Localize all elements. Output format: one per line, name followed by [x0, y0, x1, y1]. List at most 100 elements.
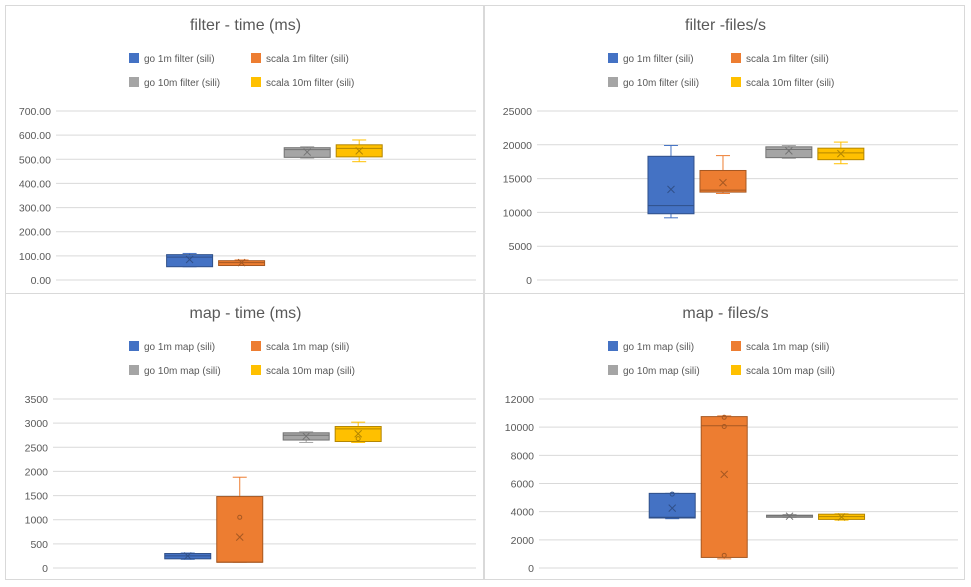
legend-label: go 1m filter (sili) [144, 54, 215, 65]
mean-marker [303, 148, 312, 156]
box-scala1m [218, 258, 266, 267]
chart-title: map - time (ms) [190, 305, 302, 322]
chart-panel: map - time (ms) go 1m map (sili) scala 1m … [5, 293, 484, 580]
box-iqr [765, 146, 813, 159]
y-tick-label: 3000 [25, 418, 49, 430]
legend-swatch [731, 365, 741, 375]
y-tick-label: 2000 [511, 535, 535, 547]
data-point [669, 491, 675, 497]
y-tick-label: 3500 [25, 394, 49, 406]
mean-marker [785, 147, 793, 155]
mean-marker [785, 512, 794, 521]
box-go10m [283, 146, 331, 159]
y-tick-label: 1000 [25, 515, 49, 527]
box-go1m [647, 144, 695, 219]
box-go1m [648, 491, 696, 520]
chart-panel: filter -files/s go 1m filter (sili) scala … [484, 5, 965, 294]
legend-swatch [731, 341, 741, 351]
legend-swatch [608, 53, 618, 63]
legend-label: scala 10m filter (sili) [746, 78, 834, 89]
legend-label: scala 1m map (sili) [266, 342, 349, 353]
legend-label: scala 10m map (sili) [266, 366, 355, 377]
legend-label: go 1m filter (sili) [623, 54, 694, 65]
y-tick-label: 5000 [509, 241, 533, 253]
y-tick-label: 2000 [25, 466, 49, 478]
legend-swatch [608, 77, 618, 87]
mean-marker [183, 552, 192, 560]
mean-marker [302, 432, 311, 441]
y-tick-label: 0 [42, 563, 48, 575]
y-tick-label: 300.00 [19, 203, 51, 215]
box-scala10m [818, 513, 866, 521]
legend-swatch [129, 77, 139, 87]
y-tick-label: 20000 [503, 140, 532, 152]
legend-swatch [608, 341, 618, 351]
mean-marker [837, 513, 846, 521]
y-tick-label: 100.00 [19, 251, 51, 263]
y-tick-label: 4000 [511, 507, 535, 519]
box-go10m [765, 144, 813, 159]
chart-svg: map - time (ms) go 1m map (sili) scala 1m … [25, 305, 476, 575]
chart-panel: filter - time (ms) go 1m filter (sili) sca… [5, 5, 484, 294]
chart-panel: map - files/s go 1m map (sili) scala 1m ma… [484, 293, 965, 580]
data-point [355, 436, 361, 442]
legend-label: scala 10m filter (sili) [266, 78, 354, 89]
legend-label: scala 10m map (sili) [746, 366, 835, 377]
mean-marker [668, 504, 677, 512]
chart-svg: filter - time (ms) go 1m filter (sili) sca… [19, 17, 476, 287]
y-tick-label: 0.00 [31, 275, 52, 287]
y-tick-label: 700.00 [19, 106, 51, 118]
box-iqr [647, 155, 695, 215]
mean-marker [355, 146, 364, 155]
legend-swatch [608, 365, 618, 375]
legend-swatch [731, 77, 741, 87]
legend-label: go 10m filter (sili) [144, 78, 220, 89]
chart-title: filter -files/s [685, 17, 766, 34]
chart-title: map - files/s [682, 305, 768, 322]
y-tick-label: 600.00 [19, 130, 51, 142]
box-iqr [700, 416, 748, 558]
mean-marker [185, 255, 194, 264]
y-tick-label: 400.00 [19, 178, 51, 190]
chart-svg: filter -files/s go 1m filter (sili) scala … [503, 17, 958, 287]
box-scala10m [817, 141, 865, 165]
data-point [721, 414, 727, 420]
legend-swatch [129, 341, 139, 351]
legend-label: scala 1m filter (sili) [746, 54, 829, 65]
data-point [237, 514, 243, 520]
legend-swatch [251, 77, 261, 87]
box-scala1m [216, 476, 264, 563]
legend-label: go 10m map (sili) [623, 366, 700, 377]
box-iqr [699, 169, 747, 193]
y-tick-label: 6000 [511, 479, 535, 491]
y-tick-label: 10000 [505, 422, 534, 434]
y-tick-label: 500 [30, 539, 48, 551]
box-iqr [216, 496, 264, 563]
mean-marker [837, 149, 845, 158]
y-tick-label: 200.00 [19, 227, 51, 239]
box-iqr [648, 492, 696, 519]
y-tick-label: 15000 [503, 174, 532, 186]
box-scala1m [700, 414, 748, 560]
box-go10m [282, 431, 330, 443]
legend-swatch [129, 53, 139, 63]
mean-marker [235, 533, 244, 541]
y-tick-label: 25000 [503, 106, 532, 118]
mean-marker [237, 258, 246, 267]
legend-label: go 10m filter (sili) [623, 78, 699, 89]
legend-label: go 1m map (sili) [623, 342, 694, 353]
box-iqr [166, 254, 214, 268]
box-scala1m [699, 155, 747, 194]
data-point [721, 552, 727, 558]
legend-swatch [251, 53, 261, 63]
legend-label: go 1m map (sili) [144, 342, 215, 353]
legend-label: scala 1m map (sili) [746, 342, 829, 353]
legend-swatch [251, 365, 261, 375]
legend-swatch [129, 365, 139, 375]
mean-marker [720, 470, 729, 479]
y-tick-label: 12000 [505, 394, 534, 406]
y-tick-label: 8000 [511, 450, 535, 462]
mean-marker [667, 185, 675, 194]
chart-title: filter - time (ms) [190, 17, 301, 34]
